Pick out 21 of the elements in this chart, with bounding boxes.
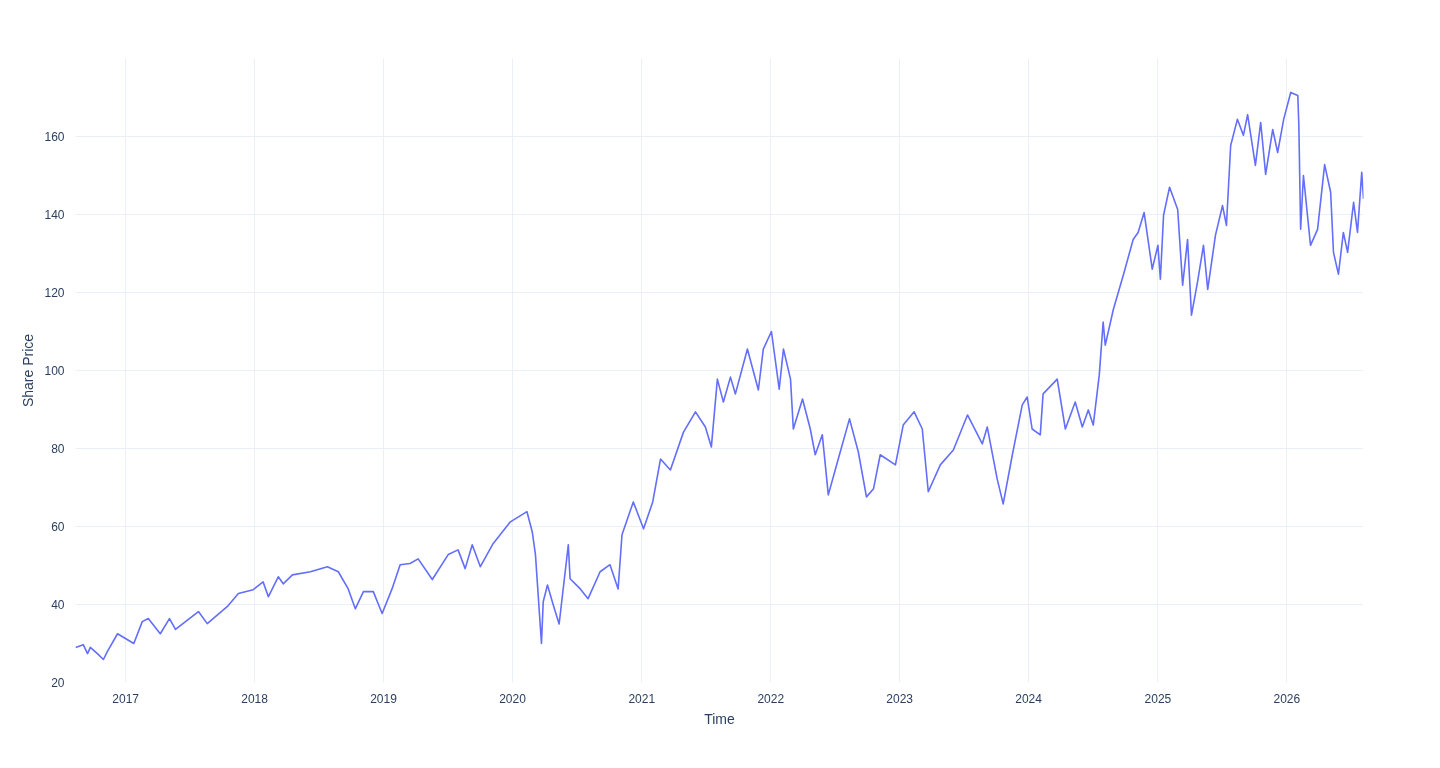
x-tick-label: 2022 (757, 691, 785, 706)
x-tick-label: 2019 (370, 691, 398, 706)
line-series (75, 91, 1364, 661)
y-tick-label: 140 (44, 208, 65, 222)
x-tick-label: 2025 (1144, 691, 1172, 706)
x-tick-label: 2020 (499, 691, 527, 706)
y-tick-label: 40 (51, 598, 65, 612)
x-tick-label: 2017 (112, 691, 140, 706)
y-tick-label: 80 (51, 442, 65, 456)
y-tick-label: 100 (44, 364, 65, 378)
y-tick-label: 120 (44, 286, 65, 300)
y-tick-label: 60 (51, 520, 65, 534)
x-axis-title: Time (704, 710, 736, 727)
y-tick-label: 160 (44, 130, 65, 144)
x-tick-label: 2023 (886, 691, 914, 706)
x-tick-label: 2026 (1273, 691, 1301, 706)
x-tick-label: 2024 (1015, 691, 1043, 706)
x-tick-label: 2021 (628, 691, 656, 706)
y-tick-label: 20 (51, 676, 65, 690)
y-axis-title: Share Price (20, 333, 37, 408)
x-tick-label: 2018 (241, 691, 269, 706)
